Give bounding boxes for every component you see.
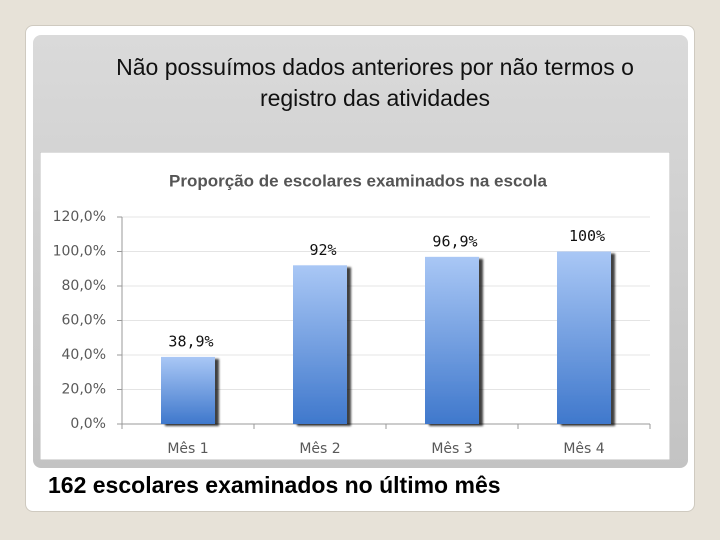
chart-title: Proporção de escolares examinados na esc…: [169, 171, 547, 190]
data-label: 96,9%: [432, 232, 477, 250]
y-tick-label: 120,0%: [53, 209, 106, 225]
y-tick-label: 0,0%: [70, 416, 106, 432]
data-label: 92%: [309, 241, 336, 259]
data-label: 38,9%: [168, 332, 213, 350]
x-tick-label: Mês 4: [563, 441, 604, 457]
chart: Proporção de escolares examinados na esc…: [40, 152, 670, 460]
bar: [293, 265, 347, 424]
data-label: 100%: [569, 227, 605, 245]
y-tick-label: 100,0%: [53, 244, 106, 260]
y-tick-label: 80,0%: [62, 278, 106, 294]
y-tick-label: 20,0%: [62, 382, 106, 398]
y-tick-label: 40,0%: [62, 347, 106, 363]
slide-caption: 162 escolares examinados no último mês: [48, 472, 501, 498]
x-tick-label: Mês 2: [299, 441, 340, 457]
x-tick-label: Mês 1: [167, 441, 208, 457]
bar: [557, 251, 611, 424]
y-tick-label: 60,0%: [62, 313, 106, 329]
bar: [425, 256, 479, 424]
x-tick-label: Mês 3: [431, 441, 472, 457]
slide-heading: Não possuímos dados anteriores por não t…: [116, 54, 634, 111]
bar: [161, 356, 215, 424]
